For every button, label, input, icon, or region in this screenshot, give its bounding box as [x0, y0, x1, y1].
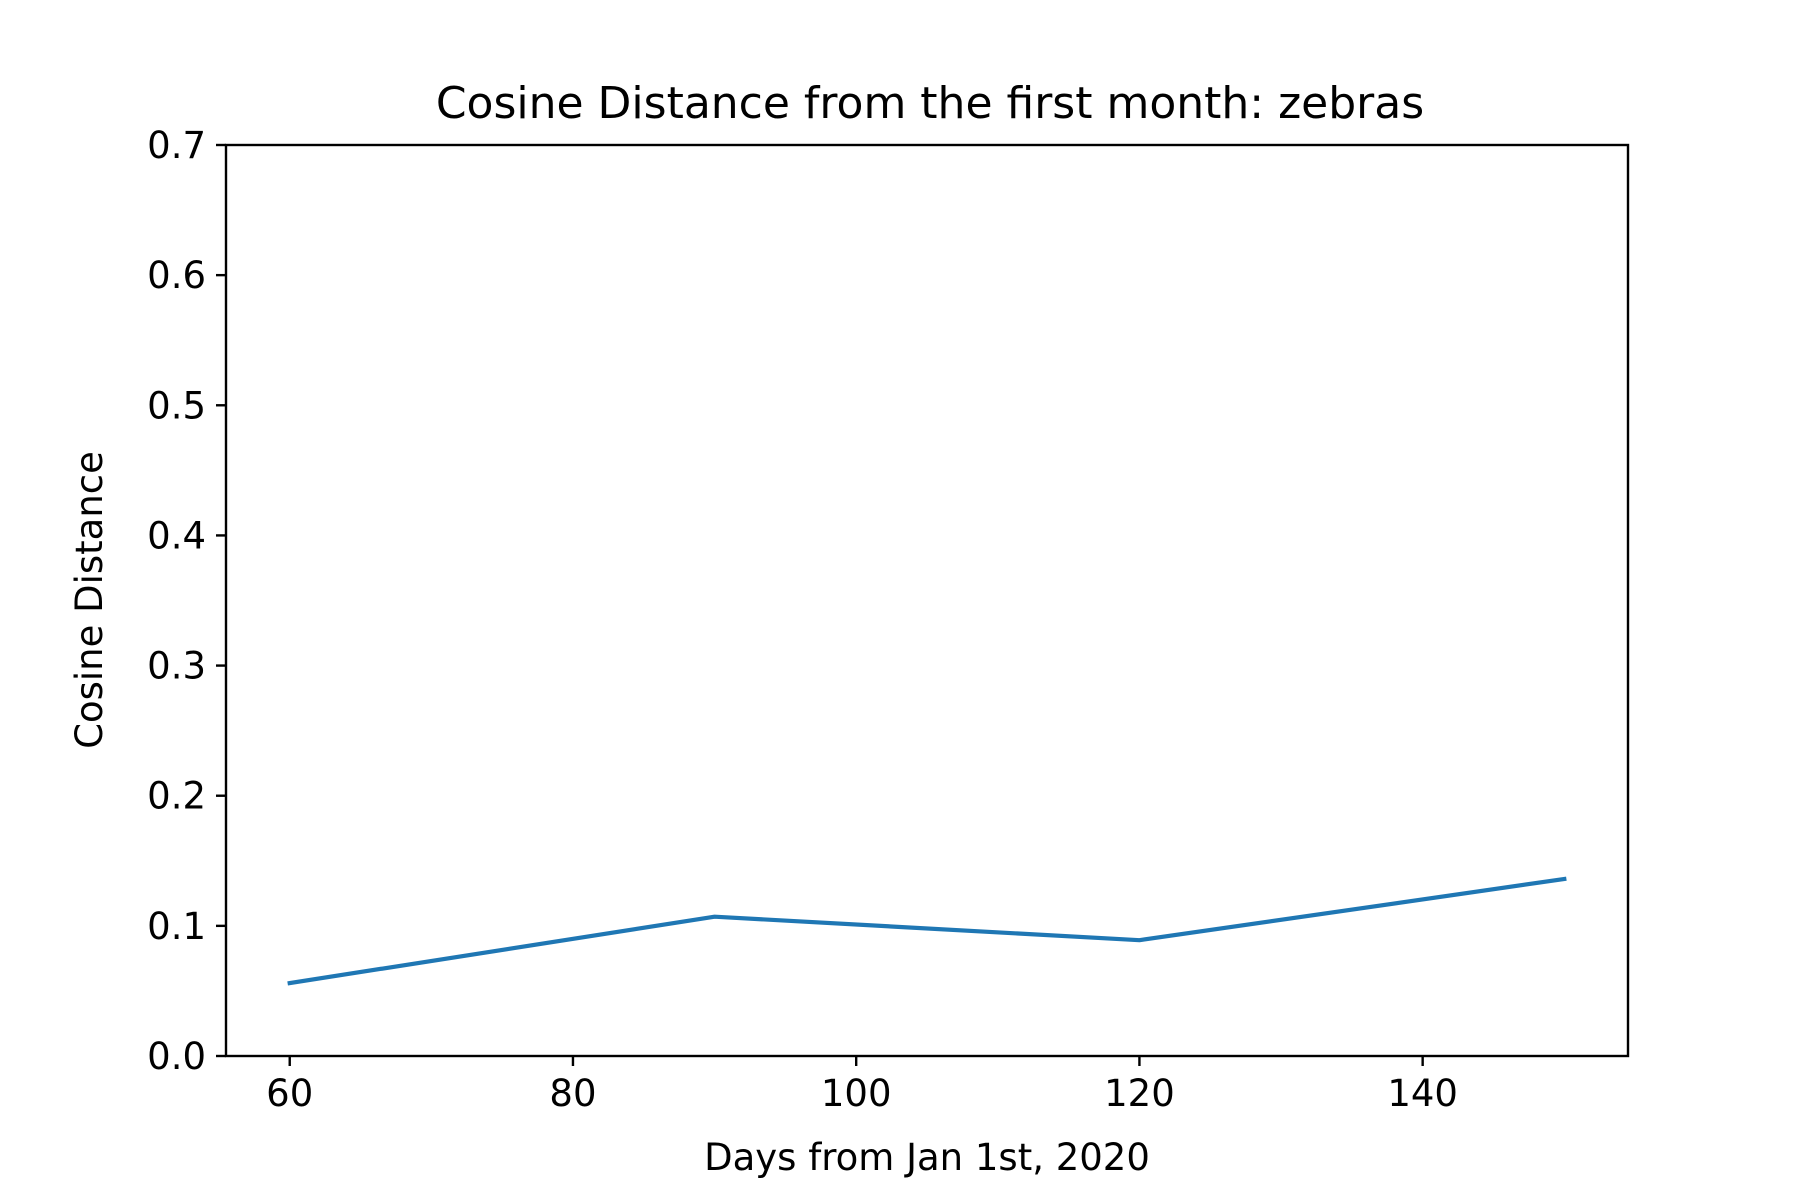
- y-tick-label: 0.7: [147, 124, 206, 167]
- x-axis-ticks: 60 80 100 120 140: [266, 1056, 1458, 1115]
- y-tick-label: 0.3: [147, 645, 206, 688]
- x-tick-label: 100: [821, 1072, 892, 1115]
- y-axis-label: Cosine Distance: [68, 451, 111, 749]
- y-tick-label: 0.6: [147, 254, 206, 297]
- y-tick-label: 0.4: [147, 514, 206, 557]
- x-axis-label: Days from Jan 1st, 2020: [704, 1136, 1150, 1179]
- y-tick-label: 0.1: [147, 905, 206, 948]
- series-layer: [287, 876, 1567, 986]
- x-tick-label: 140: [1387, 1072, 1458, 1115]
- plot-frame: [224, 143, 1630, 1058]
- y-tick-label: 0.2: [147, 775, 206, 818]
- series-line: [287, 876, 1567, 986]
- y-axis-ticks: 0.0 0.1 0.2 0.3 0.4 0.5 0.6 0.7: [147, 124, 226, 1078]
- y-tick-label: 0.5: [147, 384, 206, 427]
- x-tick-label: 80: [549, 1072, 596, 1115]
- x-tick-label: 120: [1104, 1072, 1175, 1115]
- x-tick-label: 60: [266, 1072, 313, 1115]
- y-tick-label: 0.0: [147, 1035, 206, 1078]
- chart-title: Cosine Distance from the first month: ze…: [436, 78, 1424, 129]
